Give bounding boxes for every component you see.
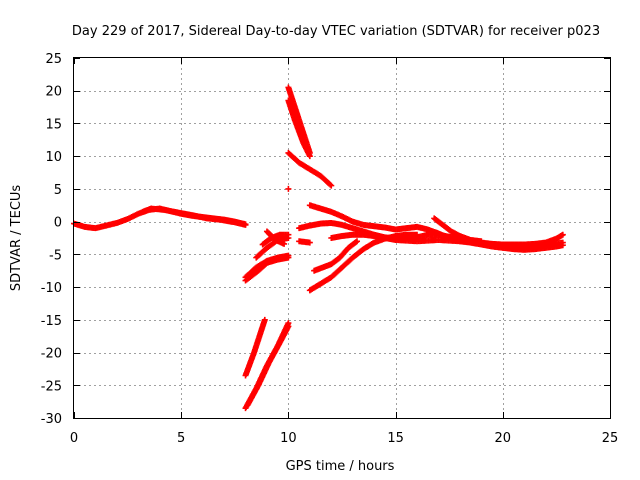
y-tick-label: 20: [45, 85, 62, 100]
data-point: [281, 240, 288, 247]
data-point: [285, 254, 292, 261]
x-tick-label: 20: [495, 431, 512, 446]
series-track-b: [139, 205, 249, 228]
data-point: [328, 182, 335, 189]
y-tick-label: 10: [45, 150, 62, 165]
y-tick-label: -10: [41, 281, 62, 296]
data-point: [414, 231, 421, 238]
x-tick-labels: 0 5 10 15 20 25: [70, 431, 618, 446]
data-point: [478, 238, 485, 245]
x-tick-label: 10: [280, 431, 297, 446]
chart-title: Day 229 of 2017, Sidereal Day-to-day VTE…: [72, 24, 600, 39]
y-tick-label: 5: [54, 183, 62, 198]
data-point: [559, 231, 566, 238]
y-tick-label: 25: [45, 52, 62, 67]
series-track-r: [306, 231, 421, 294]
data-point: [285, 235, 292, 241]
series-track-o: [244, 323, 292, 408]
data-point: [306, 239, 313, 246]
x-tick-label: 25: [602, 431, 619, 446]
data-point: [285, 323, 292, 330]
series-track-l: [263, 228, 288, 247]
data-point: [242, 221, 249, 228]
y-tick-label: -30: [41, 412, 62, 427]
y-tick-label: -15: [41, 314, 62, 329]
data-point: [327, 181, 334, 188]
y-tick-label: -25: [41, 379, 62, 394]
x-tick-label: 5: [177, 431, 185, 446]
data-point: [261, 316, 268, 323]
x-tick-label: 0: [70, 431, 78, 446]
series-track-i: [242, 254, 292, 284]
grid: [74, 58, 610, 418]
series-track-m: [242, 316, 268, 379]
data-point: [354, 238, 361, 245]
y-tick-labels: -30 -25 -20 -15 -10 -5 0 5 10 15 20 25: [41, 52, 62, 427]
series-track-d: [285, 97, 313, 160]
plot-frame: [73, 57, 611, 419]
axis-ticks: [74, 58, 611, 419]
series-track-f: [285, 185, 292, 192]
x-axis-label: GPS time / hours: [286, 459, 395, 474]
data-point: [285, 185, 292, 192]
y-tick-label: -5: [49, 248, 62, 263]
data-point: [352, 239, 359, 246]
series-track-c: [285, 84, 313, 156]
y-tick-label: 0: [54, 216, 62, 231]
series-track-u: [431, 215, 485, 245]
y-tick-label: -20: [41, 347, 62, 362]
x-tick-label: 15: [387, 431, 404, 446]
y-tick-label: 15: [45, 117, 62, 132]
y-axis-label: SDTVAR / TECUs: [9, 185, 24, 292]
data-point: [306, 153, 313, 160]
series-track-s: [311, 238, 361, 274]
series-track-g: [296, 238, 313, 246]
data-points: [71, 84, 566, 412]
series-track-j: [259, 231, 292, 248]
data-point: [559, 239, 566, 246]
series-track-e: [285, 149, 335, 189]
